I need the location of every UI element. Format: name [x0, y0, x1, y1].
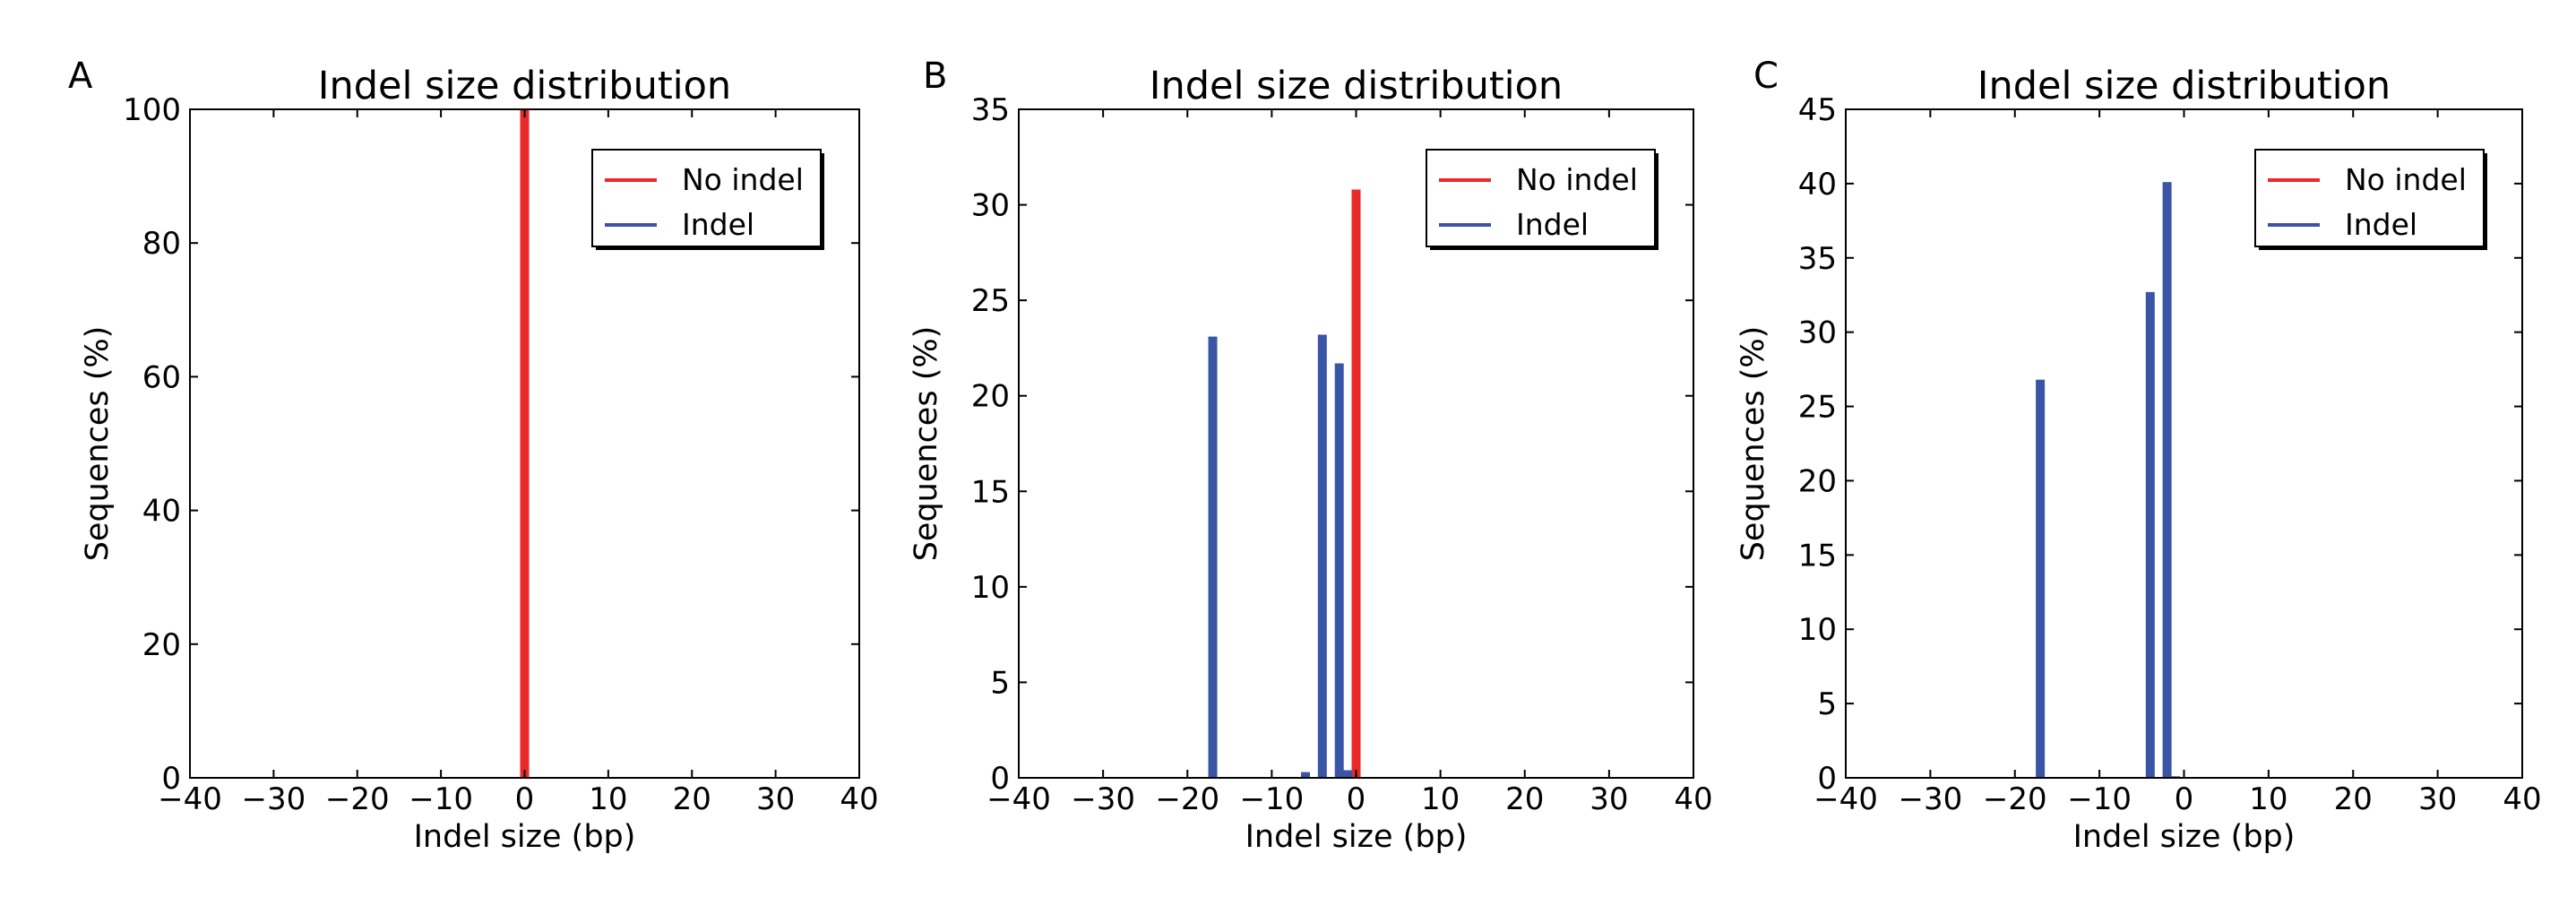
x-tick-label: −10	[409, 781, 473, 817]
x-tick-label: −20	[325, 781, 390, 817]
y-tick-label: 0	[990, 761, 1010, 797]
y-tick-label: 5	[1817, 686, 1837, 722]
y-tick-label: 60	[142, 359, 181, 395]
y-tick-label: 20	[971, 379, 1010, 415]
y-tick-label: 25	[971, 283, 1010, 319]
panel-letter: C	[1753, 56, 1779, 97]
legend: No indel Indel	[1426, 149, 1658, 250]
x-tick-label: 30	[1590, 781, 1628, 817]
chart-panel-b: B Indel size distribution −40 −30 −20 −10 0 10 2…	[909, 56, 1713, 855]
legend-box	[2254, 149, 2485, 247]
y-tick-label: 15	[971, 474, 1010, 510]
y-tick-label: 25	[1798, 390, 1837, 426]
chart-title: Indel size distribution	[1150, 64, 1563, 108]
x-tick-label: −30	[1071, 781, 1135, 817]
x-tick-label: 40	[840, 781, 878, 817]
y-tick-label: 5	[990, 665, 1010, 701]
x-tick-label: 0	[2175, 781, 2194, 817]
legend-box	[1426, 149, 1656, 247]
y-tick-label: 45	[1798, 92, 1837, 128]
x-tick-label: −30	[1898, 781, 1962, 817]
x-tick-label: 30	[756, 781, 795, 817]
y-tick-label: 100	[123, 92, 181, 128]
chart-panel-a: A Indel size distribution −40 −30 −20 −10 0 10 2…	[68, 56, 879, 855]
legend-box	[591, 149, 822, 247]
x-axis-label: Indel size (bp)	[1245, 819, 1468, 855]
y-tick-label: 35	[1798, 241, 1837, 277]
bar-indel	[1317, 334, 1327, 778]
x-tick-label: 40	[2503, 781, 2541, 817]
chart-title: Indel size distribution	[318, 64, 731, 108]
x-tick-label: 40	[1674, 781, 1712, 817]
legend-label: No indel	[682, 162, 804, 197]
x-tick-label: 0	[515, 781, 535, 817]
x-tick-label: −40	[986, 781, 1051, 817]
y-tick-label: 40	[1798, 167, 1837, 203]
x-tick-label: −40	[1814, 781, 1878, 817]
y-tick-label: 20	[1798, 463, 1837, 499]
legend-label: No indel	[1516, 162, 1638, 197]
panel-letter: A	[68, 56, 93, 97]
legend: No indel Indel	[591, 149, 824, 250]
x-tick-label: 10	[589, 781, 627, 817]
x-tick-label: 20	[673, 781, 711, 817]
x-tick-label: −10	[2067, 781, 2132, 817]
y-tick-label: 35	[971, 92, 1010, 128]
y-tick-label: 0	[1817, 761, 1837, 797]
x-tick-label: 30	[2418, 781, 2457, 817]
x-tick-label: −10	[1239, 781, 1304, 817]
bar-no-indel	[1351, 189, 1361, 778]
x-tick-label: −20	[1155, 781, 1219, 817]
y-tick-label: 20	[142, 627, 181, 663]
x-tick-label: −40	[158, 781, 222, 817]
y-tick-label: 10	[971, 570, 1010, 606]
legend: No indel Indel	[2254, 149, 2487, 250]
y-tick-label: 10	[1798, 612, 1837, 648]
x-tick-label: 20	[2334, 781, 2373, 817]
legend-label: Indel	[2345, 207, 2417, 242]
y-tick-label: 15	[1798, 538, 1837, 574]
bar-indel	[1334, 363, 1344, 778]
y-axis-label: Sequences (%)	[909, 326, 944, 562]
x-axis-label: Indel size (bp)	[2073, 819, 2296, 855]
y-tick-label: 30	[1798, 315, 1837, 351]
legend-label: No indel	[2345, 162, 2467, 197]
bar-indel	[1343, 770, 1353, 778]
y-axis-label: Sequences (%)	[1736, 326, 1771, 562]
bar-indel	[2145, 291, 2155, 778]
x-tick-label: 10	[1421, 781, 1460, 817]
y-tick-label: 0	[161, 761, 181, 797]
bar-indel	[1301, 772, 1310, 778]
chart-panel-c: C Indel size distribution −40 −30 −20 −10 0 10 2…	[1736, 56, 2542, 855]
x-tick-label: 0	[1347, 781, 1366, 817]
x-tick-label: 20	[1505, 781, 1544, 817]
bar-indel	[2162, 182, 2172, 778]
x-tick-label: 10	[2249, 781, 2287, 817]
y-tick-label: 40	[142, 494, 181, 530]
bar-no-indel	[520, 109, 530, 778]
bar-indel	[1208, 336, 1218, 778]
legend-label: Indel	[1516, 207, 1589, 242]
x-tick-label: −30	[241, 781, 306, 817]
x-axis-label: Indel size (bp)	[414, 819, 636, 855]
panel-letter: B	[923, 56, 947, 97]
legend-label: Indel	[682, 207, 754, 242]
chart-title: Indel size distribution	[1977, 64, 2391, 108]
y-tick-label: 30	[971, 188, 1010, 224]
y-axis-label: Sequences (%)	[80, 326, 116, 562]
y-tick-label: 80	[142, 226, 181, 262]
x-tick-label: −20	[1983, 781, 2047, 817]
bar-indel	[2036, 379, 2046, 778]
